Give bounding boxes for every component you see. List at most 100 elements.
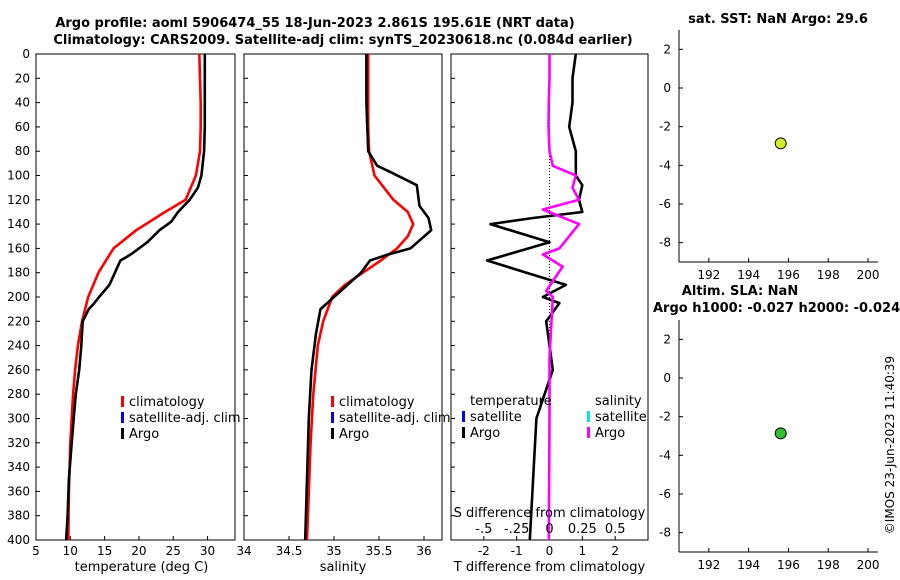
difference-temperature-legend-label-0: satellite (470, 410, 522, 425)
sla-ytick-label: -6 (659, 487, 671, 501)
sst-ytick-label: -8 (659, 236, 671, 250)
salinity-argo-line (303, 54, 433, 541)
temperature-xtick-label: 5 (32, 544, 40, 558)
salinity-legend-label-0: climatology (339, 395, 415, 410)
temperature-legend-label-2: Argo (129, 427, 159, 442)
temperature-legend-swatch-2 (121, 428, 124, 439)
salinity-legend-swatch-2 (331, 428, 334, 439)
sst-ytick-label: 2 (663, 42, 671, 56)
difference-salinity-xtick-label: 0.5 (605, 522, 626, 537)
temperature-xtick-label: 25 (166, 544, 181, 558)
sla-argo-marker (774, 427, 787, 440)
difference-xtick-label: 1 (579, 544, 587, 558)
difference-salinity-xtick-label: 0 (545, 522, 553, 537)
sla-xtick-label: 198 (817, 558, 840, 572)
salinity-legend-label-1: satellite-adj. clim (339, 411, 451, 426)
sla-ytick-label: -8 (659, 526, 671, 540)
sst-xtick-label: 196 (777, 268, 800, 282)
difference-salinity-legend-label-1: Argo (595, 426, 625, 441)
temperature-argo-line (64, 54, 207, 541)
sla-xtick-label: 194 (737, 558, 760, 572)
sla-ytick-label: -2 (659, 410, 671, 424)
salinity-xtick-label: 34.5 (276, 544, 303, 558)
difference-temperature-legend-swatch-0 (462, 411, 465, 422)
salinity-xtick-label: 34 (236, 544, 251, 558)
temperature-ytick-label: 80 (15, 144, 30, 158)
difference-temperature-legend-label-1: Argo (470, 426, 500, 441)
salinity-xtick-label: 36 (416, 544, 431, 558)
temperature-ytick-label: 160 (7, 241, 30, 255)
figure-title-line1: Argo profile: aoml 5906474_55 18-Jun-202… (55, 16, 575, 31)
sst-panel-title: sat. SST: NaN Argo: 29.6 (688, 12, 868, 27)
salinity-legend-swatch-1 (331, 412, 334, 423)
temperature-legend-swatch-0 (121, 396, 124, 407)
difference-xtick-label: 0 (546, 544, 554, 558)
temperature-xlabel: temperature (deg C) (75, 560, 209, 575)
difference-xlabel: T difference from climatology (453, 560, 646, 575)
sla-xtick-label: 200 (857, 558, 880, 572)
temperature-xtick-label: 10 (63, 544, 78, 558)
temperature-ytick-label: 0 (22, 47, 30, 61)
salinity-xlabel: salinity (320, 560, 367, 575)
salinity-legend-swatch-0 (331, 396, 334, 407)
temperature-ytick-label: 40 (15, 96, 30, 110)
sla-ytick-label: -4 (659, 448, 671, 462)
difference-salinity-legend-title: salinity (595, 394, 642, 409)
temperature-legend-label-1: satellite-adj. clim (129, 411, 241, 426)
difference-salinity-xtick-label: -.25 (504, 522, 529, 537)
sst-ytick-label: -6 (659, 197, 671, 211)
sla-ytick-label: 2 (663, 332, 671, 346)
difference-salinity-xlabel: S difference from climatology (454, 506, 646, 521)
sla-xtick-label: 192 (697, 558, 720, 572)
salinity-legend-label-2: Argo (339, 427, 369, 442)
sst-argo-marker (774, 137, 787, 150)
difference-temperature-legend-title: temperature (470, 394, 552, 409)
difference-temperature-legend-swatch-1 (462, 427, 465, 438)
sst-ytick-label: 0 (663, 81, 671, 95)
temperature-ytick-label: 260 (7, 363, 30, 377)
temperature-ytick-label: 220 (7, 314, 30, 328)
difference-salinity-legend-swatch-1 (587, 427, 590, 438)
temperature-ytick-label: 180 (7, 266, 30, 280)
temperature-ytick-label: 360 (7, 484, 30, 498)
temperature-legend-swatch-1 (121, 412, 124, 423)
sla-ytick-label: 0 (663, 371, 671, 385)
difference-salinity-xtick-label: -.5 (475, 522, 492, 537)
difference-xtick-label: -2 (478, 544, 490, 558)
temperature-xtick-label: 15 (97, 544, 112, 558)
sst-xtick-label: 192 (697, 268, 720, 282)
temperature-ytick-label: 140 (7, 217, 30, 231)
difference-salinity-legend-swatch-0 (587, 411, 590, 422)
temperature-ytick-label: 20 (15, 71, 30, 85)
sst-xtick-label: 194 (737, 268, 760, 282)
temperature-legend-label-0: climatology (129, 395, 205, 410)
temperature-ytick-label: 100 (7, 169, 30, 183)
difference-salinity-xtick-label: 0.25 (568, 522, 597, 537)
temperature-ytick-label: 380 (7, 509, 30, 523)
difference-xtick-label: -1 (511, 544, 523, 558)
sla-panel-title-line2: Argo h1000: -0.027 h2000: -0.024 (653, 301, 900, 316)
temperature-ytick-label: 60 (15, 120, 30, 134)
salinity-xtick-label: 35 (326, 544, 341, 558)
temperature-xtick-label: 30 (200, 544, 215, 558)
salinity-xtick-label: 35.5 (366, 544, 393, 558)
difference-xtick-label: 2 (611, 544, 619, 558)
temperature-ytick-label: 240 (7, 339, 30, 353)
temperature-ytick-label: 280 (7, 387, 30, 401)
temperature-ytick-label: 120 (7, 193, 30, 207)
figure-title-line2: Climatology: CARS2009. Satellite-adj cli… (53, 33, 633, 48)
sla-panel-title-line1: Altim. SLA: NaN (681, 284, 799, 299)
sst-ytick-label: -4 (659, 158, 671, 172)
sst-xtick-label: 200 (857, 268, 880, 282)
temperature-ytick-label: 200 (7, 290, 30, 304)
temperature-ytick-label: 320 (7, 436, 30, 450)
salinity-difference-argo-line (541, 54, 581, 541)
sla-xtick-label: 196 (777, 558, 800, 572)
sst-xtick-label: 198 (817, 268, 840, 282)
sst-ytick-label: -2 (659, 120, 671, 134)
salinity-axes (243, 53, 443, 541)
temperature-ytick-label: 400 (7, 533, 30, 547)
temperature-xtick-label: 20 (131, 544, 146, 558)
temperature-climatology-line (67, 53, 202, 541)
